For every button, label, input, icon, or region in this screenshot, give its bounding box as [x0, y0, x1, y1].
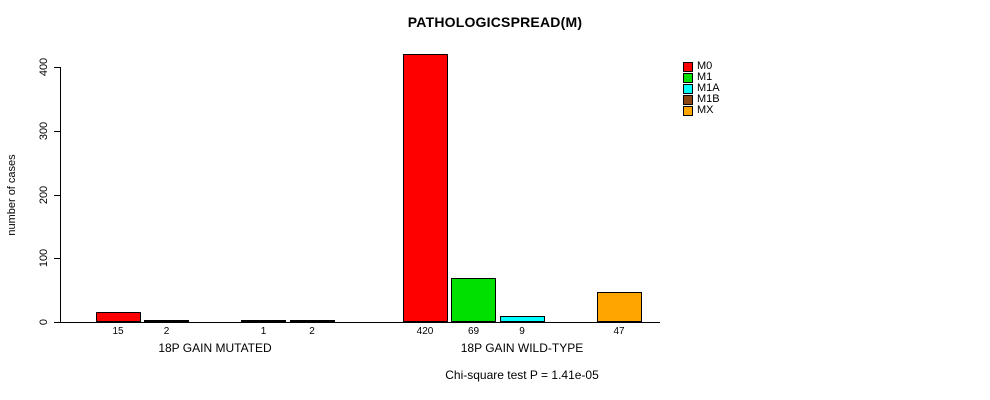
legend-label: M1 [697, 71, 713, 83]
y-tick-label: 200 [38, 185, 50, 204]
bar-value-label: 69 [467, 326, 480, 337]
legend-item: M1 [683, 72, 720, 83]
bar-value-label: 15 [112, 326, 124, 337]
bar-m1a-group1 [499, 316, 545, 322]
legend-item: M1B [683, 94, 720, 105]
bar-value-label: 47 [613, 326, 625, 337]
bar-m1-group1 [451, 278, 496, 322]
legend-label: M0 [697, 60, 713, 72]
legend-swatch-m1b [683, 94, 693, 105]
bar-m1b-group0 [241, 320, 286, 322]
legend-item: M0 [683, 61, 720, 72]
y-tick-mark [54, 258, 60, 260]
legend-swatch-m1 [683, 72, 693, 83]
chart-title: PATHOLOGICSPREAD(M) [407, 14, 583, 30]
x-baseline [60, 322, 660, 323]
bar-mx-group1 [596, 292, 642, 322]
bar-value-label: 1 [260, 326, 267, 337]
y-tick-mark [54, 130, 60, 132]
bar-mx-group0 [289, 320, 335, 322]
y-tick-label: 400 [38, 57, 50, 77]
bar-m1-group0 [144, 320, 189, 322]
bar-value-label: 2 [309, 326, 315, 337]
x-group-label: 18P GAIN MUTATED [158, 341, 272, 355]
legend-swatch-m1a [683, 83, 693, 94]
y-axis-label: number of cases [6, 154, 18, 236]
y-tick-label: 0 [38, 318, 50, 326]
footnote: Chi-square test P = 1.41e-05 [445, 368, 599, 382]
legend-label: M1B [697, 93, 720, 105]
bar-value-label: 420 [416, 326, 434, 337]
x-group-label: 18P GAIN WILD-TYPE [460, 341, 584, 355]
y-tick-mark [54, 67, 60, 68]
legend-swatch-m0 [683, 61, 693, 72]
y-tick-mark [54, 322, 60, 323]
y-axis-line [60, 67, 61, 323]
legend-item: M1A [683, 83, 720, 94]
bar-value-label: 2 [163, 326, 170, 337]
legend: M0 M1 M1A M1B MX [683, 61, 720, 116]
legend-label: MX [697, 104, 714, 116]
bar-m0-group0 [95, 312, 141, 322]
legend-swatch-mx [683, 105, 693, 116]
y-tick-label: 100 [38, 249, 50, 268]
y-tick-mark [54, 194, 60, 196]
legend-item: MX [683, 105, 720, 116]
bar-m0-group1 [402, 54, 448, 322]
y-tick-label: 300 [38, 121, 50, 140]
bar-value-label: 9 [519, 326, 525, 337]
legend-label: M1A [697, 82, 720, 94]
